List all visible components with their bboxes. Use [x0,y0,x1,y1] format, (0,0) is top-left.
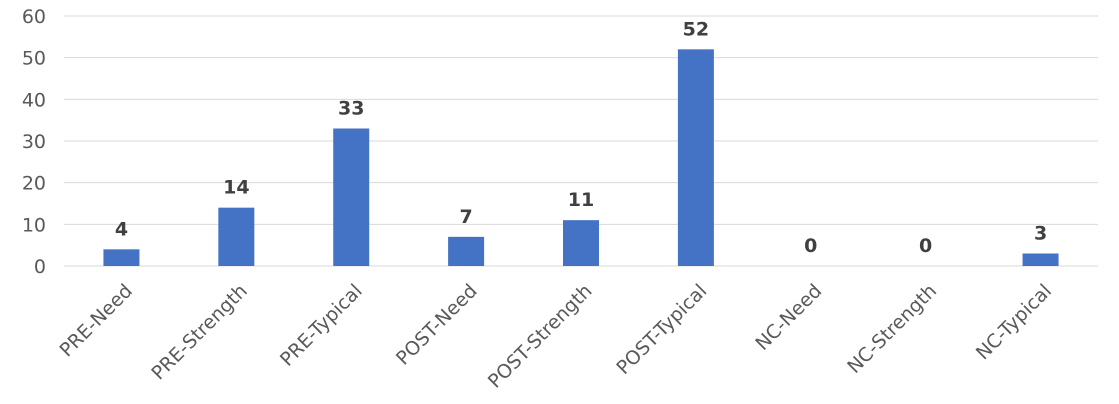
data-label-post-typical: 52 [683,18,709,40]
y-tick-label: 50 [22,48,46,70]
data-label-nc-strength: 0 [919,235,932,257]
data-label-post-strength: 11 [568,189,594,211]
bar-nc-typical [1022,253,1059,266]
bar-pre-strength [218,207,255,266]
data-label-pre-need: 4 [115,218,128,240]
x-tick-label: PRE-Typical [276,280,367,371]
y-tick-label: 10 [22,214,46,236]
bar-pre-need [103,249,140,266]
x-tick-label: POST-Need [392,280,482,370]
y-tick-label: 30 [22,131,46,153]
bars [103,49,1059,267]
y-axis-tick-labels: 0 10 20 30 40 50 60 [22,6,46,278]
y-tick-label: 0 [34,256,46,278]
bar-post-typical [677,49,714,267]
x-tick-label: NC-Typical [972,280,1056,364]
x-tick-label: POST-Strength [484,280,597,393]
x-tick-label: POST-Typical [612,280,711,379]
data-label-pre-typical: 33 [338,98,364,120]
bar-post-need [448,236,485,266]
bar-post-strength [563,220,599,266]
x-tick-label: PRE-Strength [147,280,251,384]
x-tick-label: NC-Need [751,280,826,355]
data-label-nc-need: 0 [804,235,817,257]
x-axis-tick-labels: PRE-Need PRE-Strength PRE-Typical POST-Need… [56,280,1057,393]
data-label-post-need: 7 [459,206,472,228]
data-label-nc-typical: 3 [1034,223,1047,245]
y-tick-label: 60 [22,6,46,28]
data-labels: 4 14 33 7 11 52 0 0 3 [115,18,1047,257]
data-label-pre-strength: 14 [223,177,249,199]
y-tick-label: 40 [22,89,46,111]
bar-pre-typical [333,128,370,266]
y-tick-label: 20 [22,173,46,195]
x-tick-label: PRE-Need [56,280,137,361]
x-tick-label: NC-Strength [843,280,941,378]
